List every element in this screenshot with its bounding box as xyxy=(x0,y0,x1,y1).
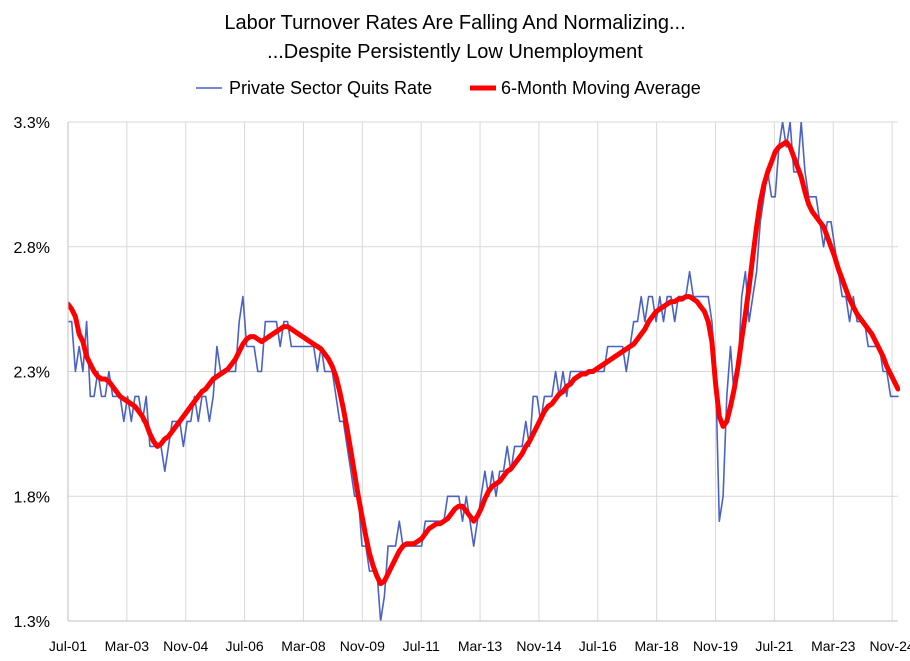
x-tick-label: Jul-06 xyxy=(226,638,264,654)
legend-label-quits: Private Sector Quits Rate xyxy=(229,78,432,98)
y-axis: 1.3% 1.8% 2.3% 2.8% 3.3% xyxy=(14,115,69,631)
plot-area xyxy=(68,122,900,621)
x-tick-label: Nov-19 xyxy=(693,638,738,654)
y-tick-label: 2.3% xyxy=(14,365,50,382)
x-tick-label: Jul-11 xyxy=(403,638,440,654)
x-tick-label: Mar-18 xyxy=(634,638,679,654)
x-tick-label: Jul-21 xyxy=(755,638,793,654)
y-tick-label: 1.8% xyxy=(14,489,50,506)
series-line-moving-average xyxy=(68,139,900,587)
x-axis: Jul-01 Mar-03 Nov-04 Jul-06 Mar-08 Nov-09 Jul-… xyxy=(49,620,910,654)
series-line-quits-rate xyxy=(68,122,899,621)
x-tick-label: Nov-04 xyxy=(163,638,208,654)
chart-title-line-2: ...Despite Persistently Low Unemployment xyxy=(267,41,643,63)
y-tick-label: 1.3% xyxy=(14,614,50,631)
x-tick-label: Mar-08 xyxy=(281,638,326,654)
x-tick-label: Nov-14 xyxy=(516,638,561,654)
y-tick-label: 2.8% xyxy=(14,240,50,257)
y-tick-label: 3.3% xyxy=(14,115,50,132)
x-tick-label: Mar-13 xyxy=(458,638,503,654)
x-tick-label: Nov-24 xyxy=(870,638,910,654)
x-tick-label: Mar-03 xyxy=(105,638,150,654)
legend-label-moving-average: 6-Month Moving Average xyxy=(501,78,701,98)
x-tick-label: Jul-01 xyxy=(49,638,87,654)
legend: Private Sector Quits Rate 6-Month Moving… xyxy=(196,78,701,98)
chart-title-line-1: Labor Turnover Rates Are Falling And Nor… xyxy=(224,12,685,34)
x-tick-label: Mar-23 xyxy=(811,638,856,654)
x-tick-label: Jul-16 xyxy=(579,638,617,654)
x-tick-label: Nov-09 xyxy=(340,638,385,654)
